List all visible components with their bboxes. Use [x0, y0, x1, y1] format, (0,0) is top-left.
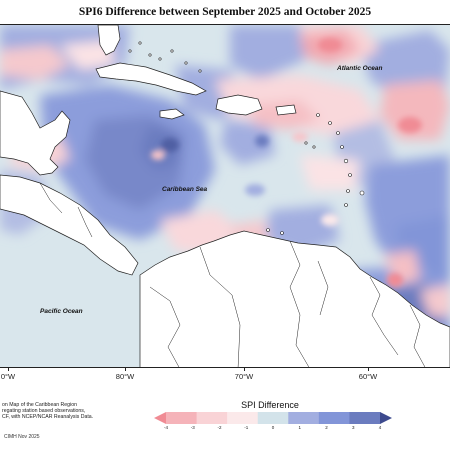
country-borders [39, 182, 426, 367]
legend-swatch [349, 412, 381, 424]
south-america-land [139, 230, 450, 367]
puerto-rico-land [275, 104, 297, 116]
legend-tick-label: 2 [325, 425, 328, 430]
legend-tick-label: 0 [271, 425, 275, 430]
legend-tick-label: 4 [378, 425, 382, 430]
source-note-line: on Map of the Caribbean Region [2, 402, 77, 408]
hispaniola-land [215, 94, 263, 116]
yucatan-land [0, 90, 71, 176]
legend-tick-label: -3 [190, 425, 195, 430]
x-tick-label: 0°W [0, 372, 16, 381]
x-tick-mark [125, 367, 126, 371]
x-tick-mark [8, 367, 9, 371]
legend-tick-label: 3 [351, 425, 355, 430]
jamaica-land [159, 108, 185, 120]
small-islands [128, 41, 365, 235]
source-note: on Map of the Caribbean Region regating … [2, 402, 152, 421]
atlantic-ocean-label: Atlantic Ocean [337, 65, 383, 72]
x-tick-label: 80°W [115, 372, 135, 381]
legend-tick-label: 1 [298, 425, 302, 430]
legend-swatch [288, 412, 320, 424]
map-title: SPI6 Difference between September 2025 a… [78, 6, 372, 18]
legend-tick-label: -4 [163, 425, 169, 430]
legend-swatch [154, 412, 166, 424]
spi-map [0, 25, 450, 367]
source-note-line: CF, with NCEP/NCAR Reanalysis Data. [2, 414, 94, 421]
x-tick-mark [244, 367, 245, 371]
legend-swatch [257, 412, 289, 424]
caribbean-sea-label: Caribbean Sea [162, 186, 208, 193]
legend-swatch [380, 412, 392, 424]
legend-swatch [318, 412, 350, 424]
land-masses [0, 25, 450, 367]
legend-swatch [196, 412, 228, 424]
x-tick-label: 60°W [358, 372, 378, 381]
pacific-ocean-label: Pacific Ocean [40, 308, 83, 315]
credit-text: CIMH Nov 2025 [4, 434, 40, 440]
central-america-land [0, 174, 139, 276]
map-panel: Atlantic Ocean Caribbean Sea Pacific Oce… [0, 24, 450, 368]
source-note-line: regating station based observations, [2, 408, 86, 415]
x-tick-label: 70°W [234, 372, 254, 381]
cuba-land [95, 62, 207, 96]
x-tick-mark [368, 367, 369, 371]
legend-colorbar [154, 412, 392, 424]
legend-tick-label: -1 [244, 425, 249, 430]
legend-swatch [166, 412, 198, 424]
anomaly-detail [151, 38, 422, 311]
legend-tick-label: -2 [217, 425, 222, 430]
legend-title: SPI Difference [241, 400, 299, 410]
florida-land [97, 25, 121, 56]
legend-swatch [227, 412, 259, 424]
